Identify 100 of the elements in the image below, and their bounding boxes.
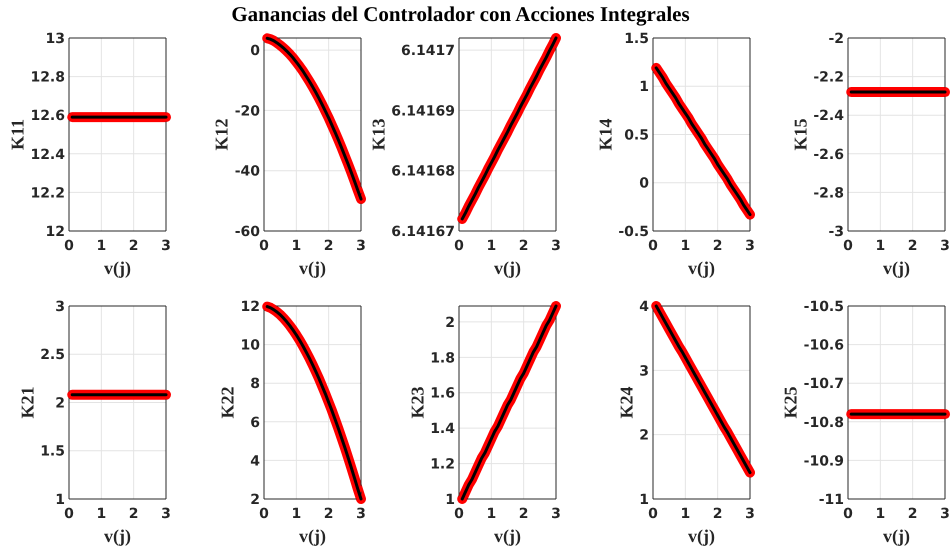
y-tick-label: 13 [46,30,65,47]
x-tick-label: 2 [713,238,723,254]
y-tick-label: 1.8 [430,350,455,366]
x-tick-label: 3 [746,506,756,522]
x-tick-label: 3 [940,506,950,522]
x-axis-title: v(j) [494,258,521,278]
x-tick-label: 1 [876,238,886,254]
y-tick-label: 2 [640,428,650,444]
x-tick-label: 2 [713,506,723,522]
x-axis-title: v(j) [104,526,131,546]
y-tick-label: 3 [55,298,65,315]
y-tick-label: 4 [250,453,260,470]
x-axis-title: v(j) [298,526,326,546]
y-tick-label: -20 [234,103,260,120]
x-tick-label: 1 [96,238,106,254]
x-tick-label: 1 [486,506,496,522]
text: Ganancias del Controlador con Acciones Integrales [230,1,691,27]
y-tick-label: 1 [444,492,455,508]
y-tick-label: -10.8 [804,414,844,431]
x-tick-label: 1 [680,506,691,522]
x-tick-label: 3 [746,238,756,254]
x-tick-label: 3 [940,238,950,254]
x-axis-title: v(j) [104,258,131,278]
y-axis-title: K24 [616,386,637,419]
y-tick-label: -10.5 [804,298,844,315]
y-tick-label: 6.14167 [390,224,455,240]
y-axis-title: K13 [368,118,388,151]
y-tick-label: 3 [640,363,650,380]
y-tick-label: -0.5 [618,224,650,240]
x-tick-label: 3 [550,238,560,254]
y-tick-label: -2.2 [814,70,844,86]
y-tick-label: 2.5 [40,347,65,364]
y-tick-label: -3 [828,224,844,240]
y-tick-label: 12.4 [30,146,66,163]
y-tick-label: 2 [250,492,260,508]
y-tick-label: 12.2 [30,185,65,202]
y-axis-title: K25 [780,386,801,419]
x-tick-label: 2 [128,506,139,522]
x-tick-label: 1 [96,506,106,522]
y-tick-label: 12 [240,298,260,315]
x-axis-title: v(j) [688,526,716,546]
x-tick-label: 2 [128,238,139,254]
y-tick-label: 0 [640,176,650,192]
y-axis-title: K11 [7,118,28,150]
y-tick-label: 12.6 [30,108,65,124]
x-tick-label: 2 [518,506,528,522]
x-tick-label: 2 [518,238,528,254]
y-axis-title: K21 [17,386,38,419]
y-tick-label: -60 [234,224,260,240]
y-tick-label: 12 [46,224,65,240]
x-tick-label: 1 [291,238,302,254]
x-tick-label: 2 [908,506,918,522]
y-tick-label: 1 [640,492,650,508]
x-tick-label: 1 [486,238,496,254]
y-tick-label: 1.5 [40,444,65,460]
y-tick-label: -2 [828,30,844,47]
x-tick-label: 2 [908,238,918,254]
y-tick-label: -11 [818,492,844,508]
y-tick-label: -2.6 [814,146,844,163]
y-tick-label: 1.6 [430,386,455,402]
y-tick-label: 6.14169 [390,103,455,120]
x-tick-label: 3 [550,506,560,522]
x-axis-title: v(j) [494,526,521,546]
x-tick-label: 1 [291,506,302,522]
x-tick-label: 3 [161,506,171,522]
x-tick-label: 3 [356,506,366,522]
x-tick-label: 3 [161,238,171,254]
y-tick-label: 1.4 [430,421,455,438]
x-axis-title: v(j) [298,258,326,278]
y-tick-label: 6.14168 [390,164,455,180]
y-tick-label: -2.8 [814,185,844,202]
y-tick-label: 1 [55,492,65,508]
y-tick-label: 4 [640,298,650,315]
y-axis-title: K15 [790,118,811,151]
x-axis-title: v(j) [688,258,716,278]
y-tick-label: 1 [640,79,650,96]
y-tick-label: 1.2 [430,456,455,473]
y-tick-label: 1.5 [624,30,650,47]
y-axis-title: K23 [406,386,427,419]
y-axis-title: K14 [596,118,616,151]
x-tick-label: 2 [324,238,334,254]
y-tick-label: -2.4 [814,108,844,124]
y-axis-title: K12 [211,118,232,151]
y-tick-label: 10 [240,338,260,354]
y-tick-label: 8 [250,376,260,392]
x-axis-title: v(j) [883,258,910,278]
y-tick-label: 2 [55,395,65,412]
y-tick-label: 6 [250,414,260,431]
x-tick-label: 1 [876,506,886,522]
y-tick-label: 0 [250,43,260,60]
y-tick-label: -10.7 [804,376,844,392]
x-tick-label: 3 [356,238,366,254]
y-tick-label: -10.9 [804,453,844,470]
y-tick-label: 12.8 [30,70,65,86]
x-tick-label: 1 [680,238,691,254]
x-tick-label: 2 [324,506,334,522]
y-tick-label: 0.5 [624,127,650,144]
y-tick-label: 6.1417 [400,43,455,60]
x-axis-title: v(j) [883,526,910,546]
y-tick-label: -40 [234,164,260,180]
